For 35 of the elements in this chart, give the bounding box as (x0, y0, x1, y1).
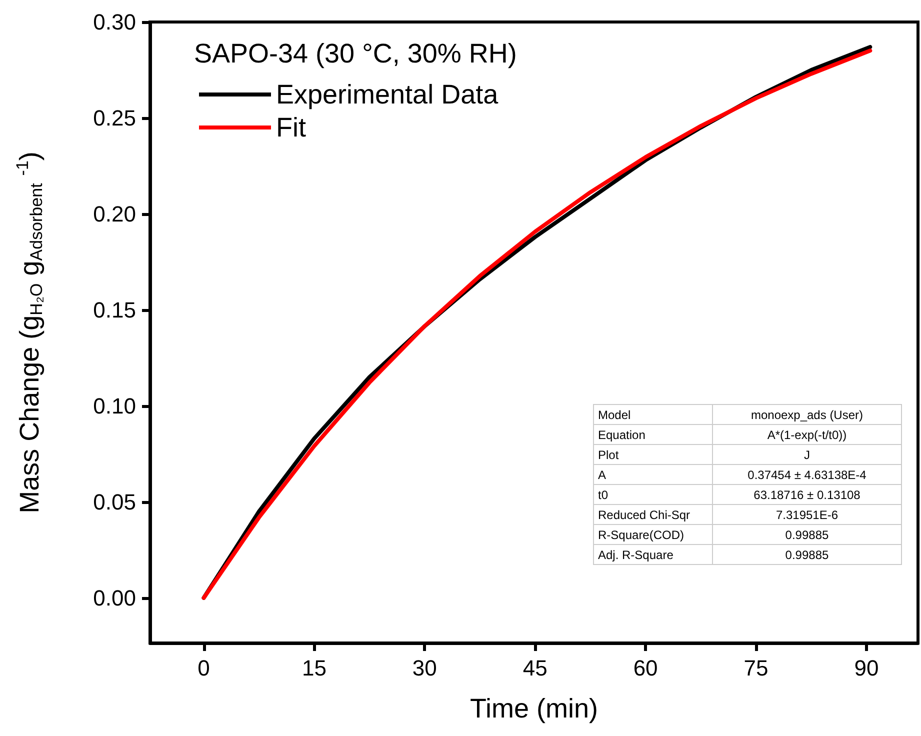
x-tick-label: 60 (633, 656, 658, 680)
annotation: A (594, 464, 712, 484)
x-axis-title: Time (min) (470, 694, 598, 724)
y-tick-label: 0.25 (93, 105, 136, 130)
legend-label: Experimental Data (276, 80, 500, 110)
x-tick-label: 75 (744, 656, 768, 680)
y-tick-label: 0.30 (93, 10, 136, 34)
y-axis-title: Mass Change (gH₂O gAdsorbent -1) (13, 152, 46, 514)
annotation: t0 (594, 484, 712, 504)
x-tick-label: 30 (412, 656, 437, 680)
annotation: Plot (594, 444, 712, 464)
annotation: 0.99885 (712, 524, 902, 544)
y-tick-label: 0.05 (93, 489, 136, 514)
annotation: 0.99885 (712, 544, 902, 564)
x-tick-label: 15 (302, 656, 326, 680)
annotation: 7.31951E-6 (712, 504, 902, 524)
annotation: Reduced Chi-Sqr (594, 504, 712, 524)
x-tick-label: 0 (198, 656, 210, 680)
annotation: Equation (594, 424, 712, 444)
x-tick-label: 45 (522, 656, 548, 680)
legend-title: SAPO-34 (30 °C, 30% RH) (194, 38, 517, 68)
legend-label: Fit (276, 112, 306, 142)
x-tick-label: 90 (854, 656, 879, 680)
annotation: monoexp_ads (User) (712, 404, 902, 424)
annotation: 0.37454 ± 4.63138E-4 (712, 464, 902, 484)
y-tick-label: 0.00 (93, 585, 136, 610)
annotation: 63.18716 ± 0.13108 (712, 484, 902, 504)
annotation: Adj. R-Square (594, 544, 712, 564)
annotation: Model (594, 404, 712, 424)
y-tick-label: 0.10 (93, 393, 136, 418)
annotation: A*(1-exp(-t/t0)) (712, 424, 902, 444)
y-tick-label: 0.20 (93, 201, 136, 226)
y-tick-label: 0.15 (93, 297, 136, 322)
annotation: J (712, 444, 902, 464)
annotation: R-Square(COD) (594, 524, 712, 544)
